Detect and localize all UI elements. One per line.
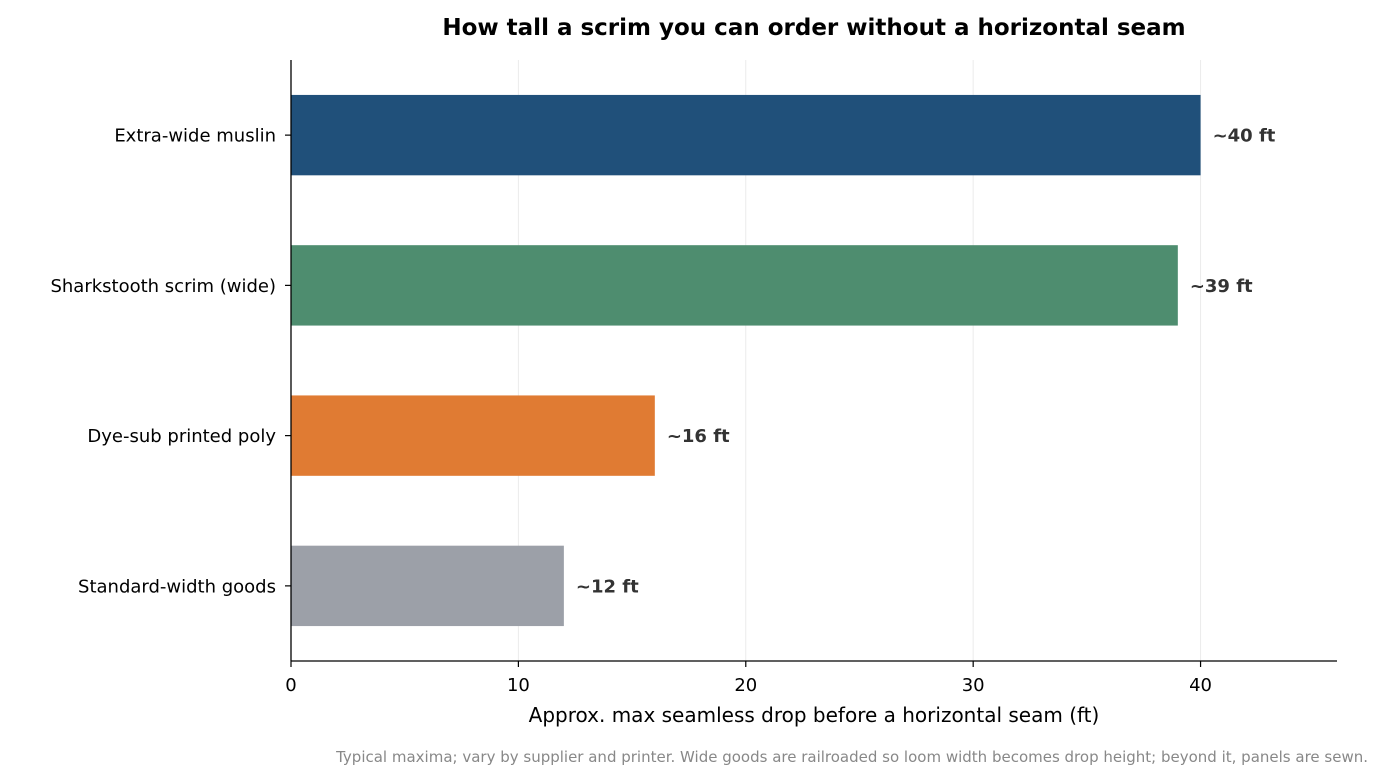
bar-value-label: ~12 ft <box>576 576 639 597</box>
category-label: Dye-sub printed poly <box>87 426 276 447</box>
category-label: Standard-width goods <box>78 576 276 597</box>
x-tick-label: 40 <box>1189 675 1212 696</box>
chart-title: How tall a scrim you can order without a… <box>442 15 1185 41</box>
bar <box>291 395 655 476</box>
x-tick-label: 20 <box>734 675 757 696</box>
x-tick-label: 0 <box>285 675 296 696</box>
bar <box>291 94 1201 176</box>
category-label: Extra-wide muslin <box>114 126 276 147</box>
x-tick-label: 30 <box>962 675 985 696</box>
bar <box>291 245 1178 326</box>
x-ticks: 0 10 20 30 40 <box>285 661 1212 696</box>
bar-value-label: ~16 ft <box>667 426 730 447</box>
axes <box>290 60 1337 662</box>
x-tick-label: 10 <box>507 675 530 696</box>
bar <box>291 545 564 627</box>
bar-value-label: ~40 ft <box>1213 126 1276 147</box>
bar-value-label: ~39 ft <box>1190 276 1253 297</box>
category-label: Sharkstooth scrim (wide) <box>50 276 276 297</box>
bars: ~40 ft ~39 ft ~16 ft ~12 ft <box>291 94 1276 627</box>
x-axis-label: Approx. max seamless drop before a horiz… <box>529 703 1100 727</box>
y-tick-labels: Extra-wide muslin Sharkstooth scrim (wide… <box>50 126 291 597</box>
footnote: Typical maxima; vary by supplier and pri… <box>335 748 1368 766</box>
